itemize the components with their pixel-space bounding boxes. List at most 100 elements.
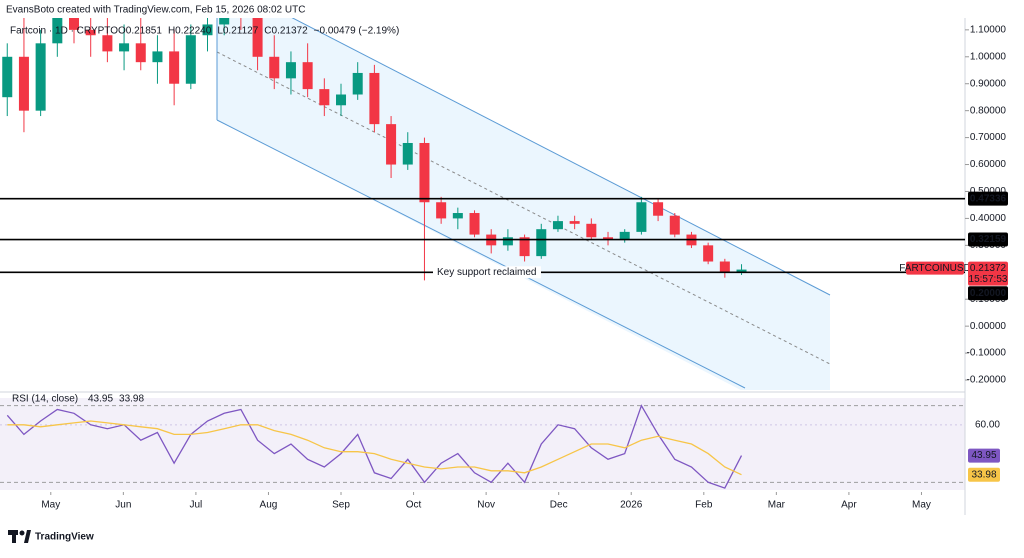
- candle-body: [302, 62, 313, 90]
- rsi-line: [7, 420, 742, 476]
- rsi-bg: [0, 398, 965, 490]
- ohlc-value: O0.21851: [118, 26, 162, 37]
- candle-body: [85, 29, 96, 36]
- level-tag-label: 0.20000: [970, 288, 1007, 299]
- ohlc-value: −0.00479 (−2.19%): [314, 26, 400, 37]
- candle-body: [519, 237, 530, 257]
- annotation-bg: [433, 266, 541, 279]
- y-tick-label: 0.60000: [970, 159, 1007, 170]
- rsi-value-tag-label: 33.98: [971, 469, 996, 480]
- candle-body: [669, 215, 680, 235]
- annotation: Key support reclaimed: [437, 267, 537, 278]
- x-tick-label: Sep: [332, 500, 350, 511]
- candle-body: [536, 229, 547, 257]
- candle-body: [202, 24, 213, 36]
- ohlc-value: C0.21372: [264, 26, 308, 37]
- y-tick-label: 1.00000: [970, 51, 1007, 62]
- level-tag-label: 0.32159: [970, 234, 1007, 245]
- channel-upper: [291, 18, 831, 296]
- candle-body: [386, 124, 397, 165]
- candle-body: [552, 221, 563, 230]
- y-tick-label: 0.90000: [970, 78, 1007, 89]
- x-tick-label: 2026: [620, 500, 643, 511]
- candle-body: [102, 35, 113, 52]
- channel-lower: [216, 119, 746, 389]
- candle-body: [152, 51, 163, 63]
- x-tick-label: Jul: [190, 500, 203, 511]
- logo-mark: [19, 530, 25, 536]
- y-tick-label: 1.10000: [970, 24, 1007, 35]
- candle-body: [736, 269, 747, 273]
- countdown: 15:57:53: [969, 274, 1008, 285]
- logo-mark: [24, 530, 31, 543]
- candle-body: [419, 142, 430, 203]
- candle-body: [2, 56, 13, 98]
- candle-body: [269, 56, 280, 79]
- price-tag: [968, 261, 1008, 286]
- candle-body: [119, 43, 130, 52]
- candle-body: [719, 261, 730, 273]
- y-tick-label: 60.00: [975, 419, 1000, 430]
- logo: TradingView: [8, 530, 94, 543]
- x-tick-label: Feb: [695, 500, 713, 511]
- candle-body: [636, 202, 647, 232]
- symbol-tag-label: FARTCOINUSD: [899, 263, 971, 274]
- rsi-pane: [0, 398, 965, 490]
- x-tick-label: May: [41, 500, 60, 511]
- level-tag: [968, 286, 1008, 301]
- candle-body: [18, 56, 29, 111]
- candle-body: [185, 35, 196, 84]
- candle-body: [402, 142, 413, 165]
- rsi-legend-value: 33.98: [119, 394, 144, 405]
- candle-body: [603, 237, 614, 240]
- symbol-tag: [906, 261, 964, 275]
- candle-body: [452, 213, 463, 219]
- rsi-value-tag: [968, 467, 1000, 482]
- candles: [2, 18, 747, 281]
- candle-body: [319, 89, 330, 106]
- x-tick-label: Aug: [260, 500, 278, 511]
- candle-body: [369, 72, 380, 125]
- level-tag: [968, 232, 1008, 247]
- symbol-title: Fartcoin · 1D · CRYPTO: [10, 26, 118, 37]
- candle-body: [586, 223, 597, 238]
- candle-body: [436, 202, 447, 219]
- candle-body: [52, 18, 63, 44]
- level-tag-label: 0.47336: [970, 193, 1007, 204]
- candle-body: [135, 43, 146, 63]
- candle-body: [569, 221, 580, 224]
- candle-body: [35, 43, 46, 111]
- level-tag: [968, 191, 1008, 206]
- candle-body: [502, 237, 513, 246]
- ohlc-value: H0.22240: [168, 26, 212, 37]
- rsi-line: [6, 404, 743, 489]
- candle-body: [336, 94, 347, 106]
- x-tick-label: Oct: [406, 500, 422, 511]
- x-tick-label: Apr: [841, 500, 857, 511]
- candle-body: [69, 18, 80, 30]
- y-tick-label: -0.20000: [967, 375, 1007, 386]
- x-tick-label: Mar: [768, 500, 786, 511]
- channel-mid: [216, 51, 831, 365]
- rsi-value-tag: [968, 448, 1000, 463]
- candle-body: [252, 18, 263, 57]
- candle-body: [469, 213, 480, 235]
- header: EvansBoto created with TradingView.com, …: [6, 5, 305, 16]
- x-tick-label: Jun: [115, 500, 131, 511]
- rsi-legend-value: 43.95: [88, 394, 113, 405]
- price-tag-label: 0.21372: [970, 263, 1007, 274]
- rsi-title: RSI (14, close): [12, 394, 78, 405]
- candle-body: [653, 202, 664, 216]
- logo-mark: [12, 530, 16, 543]
- candle-body: [619, 231, 630, 240]
- candle-body: [285, 62, 296, 79]
- y-tick-label: 0.80000: [970, 105, 1007, 116]
- ohlc-value: L0.21127: [217, 26, 258, 37]
- candle-body: [169, 51, 180, 84]
- candle-body: [352, 72, 363, 95]
- y-tick-label: 0.00000: [970, 321, 1007, 332]
- y-tick-label: 0.40000: [970, 213, 1007, 224]
- y-tick-label: 0.50000: [970, 186, 1007, 197]
- x-tick-label: May: [912, 500, 931, 511]
- overlay: 1.10000 1.00000 0.90000 0.80000 0.70000 0.600…: [0, 18, 1008, 515]
